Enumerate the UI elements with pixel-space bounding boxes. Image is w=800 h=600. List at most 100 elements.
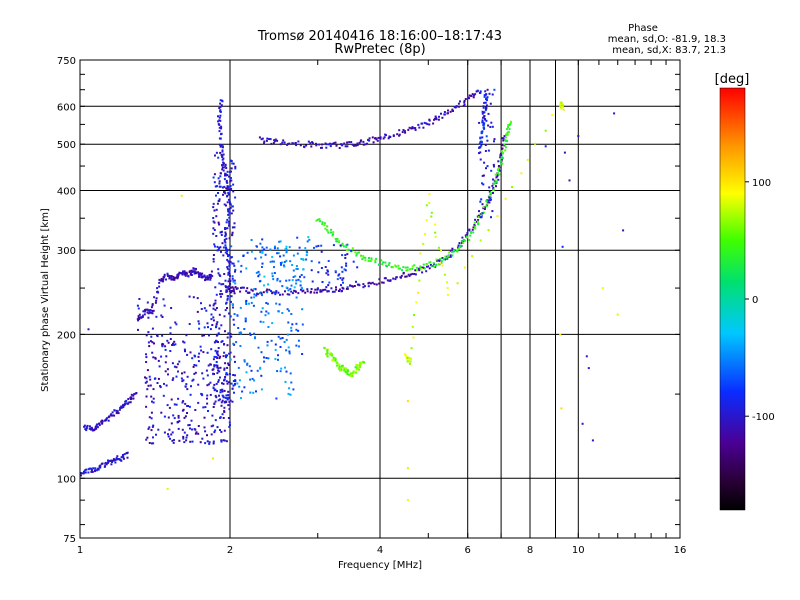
scatter-point xyxy=(219,172,222,175)
scatter-point xyxy=(445,256,448,259)
scatter-point xyxy=(363,361,366,364)
scatter-point xyxy=(378,282,381,285)
scatter-point xyxy=(416,269,418,272)
scatter-point xyxy=(220,104,223,107)
scatter-point xyxy=(284,366,286,369)
scatter-point xyxy=(560,407,563,410)
scatter-point xyxy=(151,303,154,306)
x-tick-label: 10 xyxy=(572,545,585,556)
scatter-point xyxy=(327,284,330,287)
scatter-point xyxy=(284,380,287,383)
scatter-point xyxy=(186,388,189,391)
colorbar-tick-label: 0 xyxy=(752,295,758,306)
scatter-point xyxy=(261,246,264,249)
scatter-point xyxy=(335,144,338,147)
scatter-point xyxy=(226,398,229,401)
scatter-point xyxy=(218,126,221,129)
scatter-point xyxy=(418,126,421,129)
scatter-point xyxy=(261,137,264,140)
scatter-point xyxy=(346,253,349,256)
scatter-point xyxy=(163,415,166,418)
scatter-point xyxy=(173,403,176,406)
scatter-point xyxy=(405,356,408,359)
scatter-point xyxy=(209,328,212,331)
scatter-point xyxy=(265,302,268,304)
scatter-point xyxy=(222,396,225,399)
scatter-point xyxy=(318,143,321,146)
scatter-point xyxy=(222,417,225,419)
scatter-point xyxy=(329,142,332,145)
scatter-point xyxy=(193,372,196,375)
scatter-point xyxy=(208,274,211,276)
scatter-point xyxy=(231,226,234,229)
y-tick-label: 75 xyxy=(63,534,76,545)
scatter-point xyxy=(402,272,405,275)
scatter-point xyxy=(228,216,231,219)
scatter-point xyxy=(154,357,157,360)
scatter-point xyxy=(501,147,504,150)
scatter-point xyxy=(490,216,492,219)
scatter-point xyxy=(321,223,324,225)
scatter-point xyxy=(223,378,226,381)
scatter-point xyxy=(92,467,95,470)
scatter-point xyxy=(411,127,414,130)
scatter-point xyxy=(226,307,228,309)
scatter-point xyxy=(265,246,268,249)
scatter-point xyxy=(203,334,205,337)
scatter-point xyxy=(187,274,190,277)
scatter-point xyxy=(342,277,345,280)
scatter-point xyxy=(504,146,507,149)
scatter-point xyxy=(486,139,489,142)
scatter-point xyxy=(287,346,290,349)
scatter-point xyxy=(192,270,195,273)
scatter-point xyxy=(158,285,161,288)
scatter-point xyxy=(229,399,232,402)
scatter-point xyxy=(177,273,180,276)
scatter-point xyxy=(172,277,175,279)
scatter-point xyxy=(224,235,227,238)
scatter-point xyxy=(305,144,308,147)
scatter-point xyxy=(263,284,265,287)
scatter-point xyxy=(267,326,270,328)
scatter-point xyxy=(346,287,349,290)
scatter-point xyxy=(231,205,234,208)
scatter-point xyxy=(336,238,339,240)
scatter-point xyxy=(185,439,188,442)
scatter-point xyxy=(217,268,220,271)
scatter-point xyxy=(207,326,209,329)
scatter-point xyxy=(152,442,155,445)
scatter-point xyxy=(373,283,376,286)
scatter-point xyxy=(209,363,212,366)
scatter-point xyxy=(358,284,361,287)
scatter-point xyxy=(292,269,295,272)
scatter-point xyxy=(233,222,236,225)
scatter-point xyxy=(493,88,496,91)
scatter-point xyxy=(320,267,323,269)
scatter-point xyxy=(317,271,320,274)
scatter-point xyxy=(220,125,223,128)
scatter-point xyxy=(224,244,227,247)
scatter-point xyxy=(82,472,85,475)
scatter-point xyxy=(154,377,157,380)
scatter-point xyxy=(173,417,176,420)
scatter-point xyxy=(325,286,328,289)
scatter-point xyxy=(212,258,215,260)
scatter-point xyxy=(376,139,379,142)
scatter-point xyxy=(378,278,381,281)
scatter-point xyxy=(224,174,227,177)
scatter-point xyxy=(396,133,399,136)
scatter-point xyxy=(145,380,148,383)
scatter-point xyxy=(218,327,221,330)
scatter-point xyxy=(137,307,140,310)
scatter-point xyxy=(280,367,283,370)
scatter-point xyxy=(274,358,277,361)
scatter-point xyxy=(289,288,292,290)
scatter-point xyxy=(90,467,93,470)
scatter-point xyxy=(299,275,301,278)
scatter-point xyxy=(375,138,378,141)
scatter-point xyxy=(95,424,98,427)
scatter-point xyxy=(357,366,360,369)
scatter-point xyxy=(212,424,215,427)
scatter-point xyxy=(166,272,169,275)
scatter-point xyxy=(321,281,324,283)
